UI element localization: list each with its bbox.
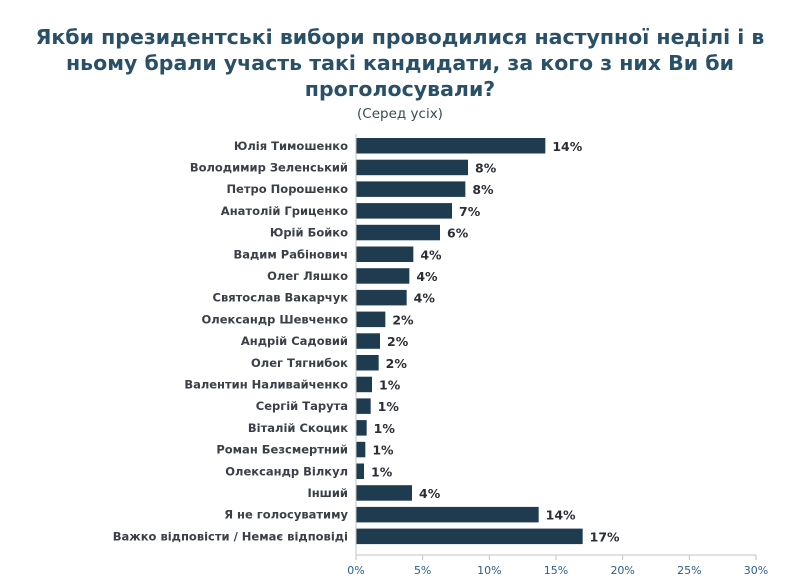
data-label: 1% bbox=[379, 377, 401, 392]
bar bbox=[356, 311, 386, 328]
data-label: 4% bbox=[419, 486, 441, 501]
data-label: 2% bbox=[386, 356, 408, 371]
category-label: Юрій Бойко bbox=[270, 226, 348, 240]
category-label: Петро Порошенко bbox=[226, 182, 348, 196]
bar bbox=[356, 355, 379, 371]
bar bbox=[356, 246, 414, 262]
chart-title: Якби президентські вибори проводилися на… bbox=[0, 24, 800, 102]
data-label: 14% bbox=[546, 508, 576, 523]
bar bbox=[356, 441, 366, 458]
data-label: 4% bbox=[420, 247, 442, 262]
category-label: Віталій Скоцик bbox=[248, 421, 348, 435]
chart-subtitle: (Серед усіх) bbox=[357, 106, 443, 122]
bar bbox=[356, 376, 372, 393]
data-label: 8% bbox=[475, 160, 497, 175]
data-label: 7% bbox=[459, 204, 481, 219]
category-label: Важко відповісти / Немає відповіді bbox=[113, 529, 348, 543]
category-label: Інший bbox=[307, 486, 348, 500]
x-tick-label: 20% bbox=[610, 564, 634, 577]
category-label: Олександр Вілкул bbox=[225, 464, 348, 478]
bar bbox=[356, 485, 412, 501]
data-label: 17% bbox=[590, 529, 620, 544]
data-label: 1% bbox=[378, 399, 400, 414]
x-tick-label: 15% bbox=[544, 564, 568, 577]
category-label: Анатолій Гриценко bbox=[221, 204, 348, 218]
category-label: Олег Тягнибок bbox=[251, 356, 348, 370]
bar bbox=[356, 289, 407, 306]
category-label: Сергій Тарута bbox=[256, 399, 348, 413]
chart-title-line-3: проголосували? bbox=[304, 77, 496, 101]
data-label: 4% bbox=[416, 269, 438, 284]
data-label: 6% bbox=[447, 226, 469, 241]
category-label: Я не голосуватиму bbox=[224, 508, 348, 522]
category-label: Роман Безсмертний bbox=[216, 443, 348, 457]
category-label: Володимир Зеленський bbox=[190, 160, 348, 174]
category-label: Святослав Вакарчук bbox=[213, 291, 349, 305]
data-label: 1% bbox=[372, 443, 394, 458]
category-label: Юлія Тимошенко bbox=[234, 139, 348, 153]
bar bbox=[356, 463, 364, 479]
chart-title-line-2: ньому брали участь такі кандидати, за ко… bbox=[66, 51, 734, 75]
category-label: Олег Ляшко bbox=[267, 269, 348, 283]
x-tick-label: 5% bbox=[414, 564, 431, 577]
chart-title-line-1: Якби президентські вибори проводилися на… bbox=[35, 25, 765, 49]
category-label: Олександр Шевченко bbox=[202, 312, 349, 326]
data-label: 2% bbox=[392, 312, 414, 327]
bar bbox=[356, 420, 367, 436]
bar bbox=[356, 138, 546, 154]
data-label: 14% bbox=[552, 139, 582, 154]
data-label: 4% bbox=[414, 291, 436, 306]
bar bbox=[356, 224, 440, 241]
x-tick-label: 0% bbox=[347, 564, 364, 577]
bar bbox=[356, 506, 539, 523]
bar bbox=[356, 528, 583, 545]
category-label: Вадим Рабінович bbox=[233, 247, 348, 261]
bar bbox=[356, 181, 466, 197]
x-tick-label: 10% bbox=[477, 564, 501, 577]
category-label: Андрій Садовий bbox=[241, 334, 348, 348]
x-tick-label: 30% bbox=[744, 564, 768, 577]
bar bbox=[356, 333, 380, 349]
category-label: Валентин Наливайченко bbox=[184, 377, 348, 391]
x-tick-label: 25% bbox=[677, 564, 701, 577]
bar bbox=[356, 398, 371, 414]
data-label: 1% bbox=[374, 421, 396, 436]
data-label: 1% bbox=[371, 464, 393, 479]
bar bbox=[356, 203, 452, 219]
bar bbox=[356, 159, 468, 176]
bar bbox=[356, 268, 410, 284]
data-label: 8% bbox=[472, 182, 494, 197]
data-label: 2% bbox=[387, 334, 409, 349]
